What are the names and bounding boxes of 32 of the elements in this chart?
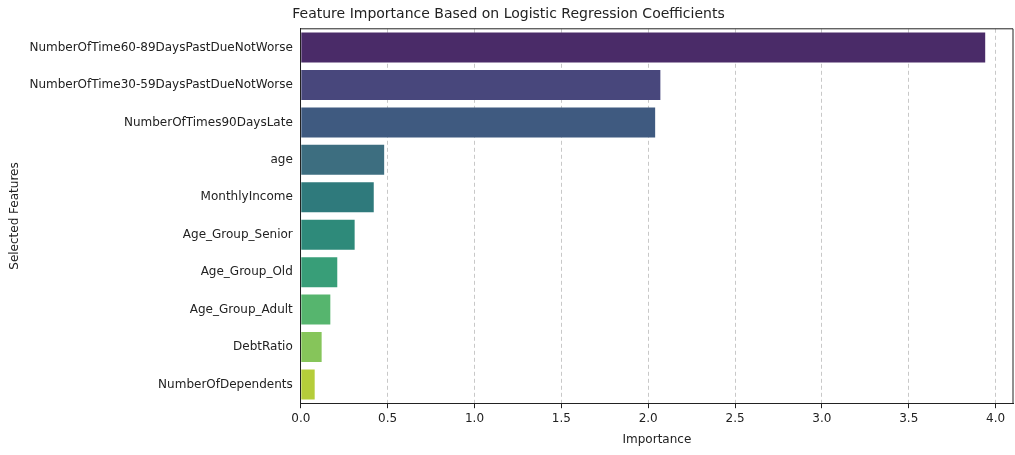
bar — [301, 69, 661, 100]
y-tick-label: NumberOfDependents — [158, 376, 293, 391]
bar — [301, 107, 656, 138]
y-tick-label: NumberOfTime60-89DaysPastDueNotWorse — [29, 39, 293, 54]
x-tick-label: 0.0 — [291, 410, 311, 425]
y-tick-label: MonthlyIncome — [200, 189, 293, 204]
y-tick-label: age — [270, 151, 293, 166]
y-tick-label: NumberOfTimes90DaysLate — [123, 114, 293, 129]
bar — [301, 294, 331, 325]
bar — [301, 182, 374, 213]
bar — [301, 257, 338, 288]
x-tick-label: 2.5 — [725, 410, 745, 425]
bar — [301, 144, 385, 175]
chart-title: Feature Importance Based on Logistic Regression Coefficients — [292, 5, 725, 22]
y-axis-title: Selected Features — [7, 162, 22, 270]
y-tick-label: NumberOfTime30-59DaysPastDueNotWorse — [29, 77, 293, 92]
bar — [301, 32, 986, 63]
x-tick-label: 3.0 — [812, 410, 832, 425]
bar — [301, 219, 355, 250]
bar — [301, 332, 322, 363]
y-tick-label: DebtRatio — [233, 339, 293, 354]
x-tick-label: 4.0 — [986, 410, 1006, 425]
x-axis-title: Importance — [622, 431, 692, 446]
x-tick-label: 3.5 — [899, 410, 919, 425]
y-tick-label: Age_Group_Senior — [182, 226, 293, 241]
x-tick-label: 0.5 — [378, 410, 398, 425]
x-tick-label: 2.0 — [638, 410, 658, 425]
x-tick-label: 1.0 — [464, 410, 485, 425]
bar — [301, 369, 315, 400]
y-tick-label: Age_Group_Adult — [189, 301, 294, 316]
x-tick-label: 1.5 — [551, 410, 571, 425]
y-tick-label: Age_Group_Old — [200, 264, 293, 279]
